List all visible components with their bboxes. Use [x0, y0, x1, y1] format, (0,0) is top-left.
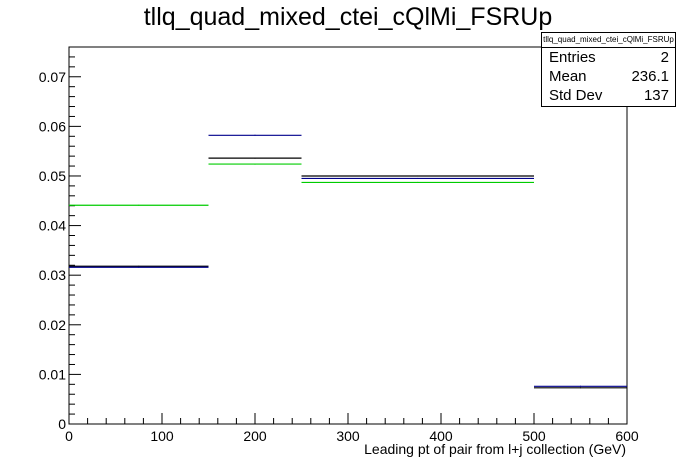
stats-stddev-label: Std Dev	[549, 87, 603, 104]
chart-title: tllq_quad_mixed_ctei_cQlMi_FSRUp	[143, 3, 553, 31]
axes: 0 100 200 300 400 500 600 0 0.01 0.02 0.03 0.04 0.05…	[39, 46, 639, 444]
stats-mean-label: Mean	[549, 68, 587, 85]
x-tick-label: 400	[429, 428, 453, 444]
y-tick-label: 0.07	[39, 69, 66, 85]
stats-stddev-row: Std Dev 137	[542, 86, 675, 105]
y-tick-label: 0	[58, 416, 66, 432]
histogram-bars	[69, 134, 627, 389]
x-tick-label: 300	[336, 428, 360, 444]
x-tick-label: 0	[65, 428, 73, 444]
stats-box: tllq_quad_mixed_ctei_cQlMi_FSRUp Entries…	[541, 32, 676, 107]
x-tick-label: 500	[522, 428, 546, 444]
stats-entries-label: Entries	[549, 49, 596, 66]
y-tick-label: 0.04	[39, 218, 66, 234]
y-tick-label: 0.06	[39, 118, 66, 134]
stats-mean-row: Mean 236.1	[542, 67, 675, 86]
x-axis-label: Leading pt of pair from l+j collection (…	[364, 441, 626, 457]
y-tick-label: 0.01	[39, 366, 66, 382]
y-tick-label: 0.05	[39, 168, 66, 184]
y-tick-label: 0.02	[39, 317, 66, 333]
stats-box-title: tllq_quad_mixed_ctei_cQlMi_FSRUp	[542, 33, 675, 48]
stats-stddev-value: 137	[643, 87, 669, 104]
stats-entries-value: 2	[660, 49, 669, 66]
x-tick-label: 100	[150, 428, 174, 444]
stats-entries-row: Entries 2	[542, 48, 675, 67]
y-tick-label: 0.03	[39, 267, 66, 283]
x-tick-label: 600	[615, 428, 639, 444]
stats-mean-value: 236.1	[631, 68, 669, 85]
x-tick-label: 200	[243, 428, 267, 444]
